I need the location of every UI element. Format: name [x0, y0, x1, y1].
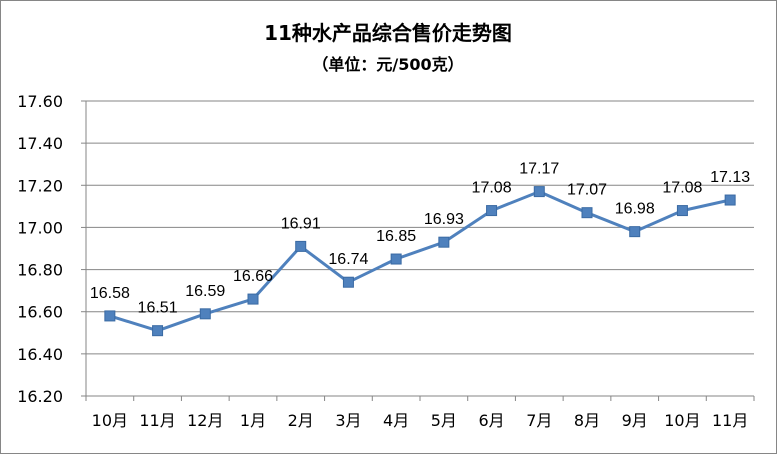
data-label: 17.08: [472, 180, 512, 197]
data-label: 16.85: [376, 228, 416, 245]
data-label: 16.93: [424, 211, 464, 228]
data-label: 16.66: [233, 268, 273, 285]
data-point-marker: [104, 310, 116, 322]
data-point-marker: [390, 253, 402, 265]
x-tick-label: 1月: [240, 411, 266, 430]
data-label: 17.13: [710, 169, 750, 186]
x-tick-label: 9月: [622, 411, 648, 430]
y-axis-ticks: 16.20 16.40 16.60 16.80 17.00 17.20 17.40 17.60: [17, 92, 63, 406]
x-tick-label: 11月: [712, 411, 748, 430]
x-tick-label: 6月: [478, 411, 504, 430]
data-label: 16.59: [185, 283, 225, 300]
data-point-marker: [438, 236, 450, 248]
x-tick-label: 8月: [574, 411, 600, 430]
data-point-marker: [247, 293, 259, 305]
series-price: [104, 186, 736, 337]
x-tick-label: 2月: [288, 411, 314, 430]
data-point-marker: [199, 308, 211, 320]
data-point-marker: [342, 276, 354, 288]
data-point-marker: [724, 194, 736, 206]
data-point-marker: [629, 226, 641, 238]
x-tick-label: 10月: [664, 411, 700, 430]
data-point-marker: [581, 207, 593, 219]
x-tick-label: 12月: [187, 411, 223, 430]
y-tick-label: 17.60: [17, 92, 63, 111]
x-tick-label: 3月: [335, 411, 361, 430]
data-label: 16.51: [138, 300, 178, 317]
y-tick-label: 16.60: [17, 303, 63, 322]
data-label: 16.98: [615, 201, 655, 218]
y-tick-label: 17.20: [17, 176, 63, 195]
x-tick-label: 7月: [526, 411, 552, 430]
y-tick-label: 17.00: [17, 218, 63, 237]
x-tick-label: 5月: [431, 411, 457, 430]
gridlines: [86, 100, 754, 355]
data-label: 16.58: [90, 285, 130, 302]
data-point-marker: [676, 205, 688, 217]
axes: [81, 100, 755, 401]
x-tick-label: 11月: [139, 411, 175, 430]
data-label: 17.08: [662, 180, 702, 197]
y-tick-label: 16.80: [17, 261, 63, 280]
y-tick-label: 16.40: [17, 345, 63, 364]
data-point-marker: [152, 325, 164, 337]
data-label: 17.17: [519, 161, 559, 178]
data-label: 17.07: [567, 182, 607, 199]
y-tick-label: 17.40: [17, 134, 63, 153]
data-labels: 16.58 16.51 16.59 16.66 16.91 16.74 16.85 16.93…: [90, 161, 750, 317]
x-tick-label: 4月: [383, 411, 409, 430]
data-point-marker: [486, 205, 498, 217]
x-tick-label: 10月: [92, 411, 128, 430]
data-point-marker: [533, 186, 545, 198]
data-point-marker: [295, 240, 307, 252]
data-label: 16.91: [281, 215, 321, 232]
x-axis-ticks: 10月 11月 12月 1月 2月 3月 4月 5月 6月 7月 8月 9月 10月 11月: [92, 411, 749, 430]
chart-title: 11种水产品综合售价走势图: [264, 21, 512, 45]
data-label: 16.74: [328, 251, 368, 268]
series-line: [108, 190, 732, 333]
y-tick-label: 16.20: [17, 387, 63, 406]
chart-subtitle: （单位：元/500克）: [312, 55, 463, 74]
